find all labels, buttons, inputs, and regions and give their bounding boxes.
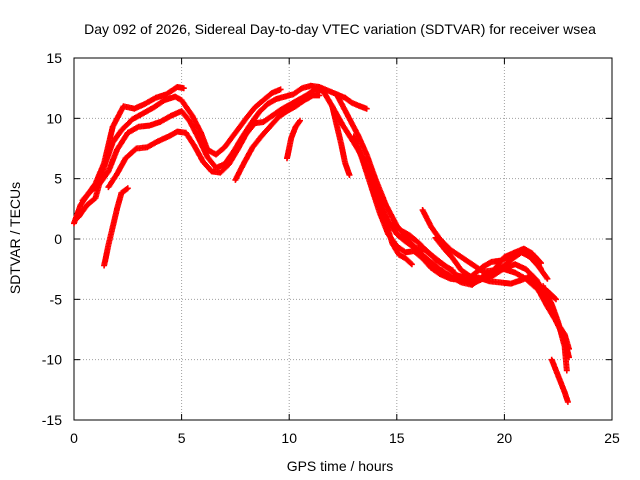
data-point-marker <box>363 105 370 112</box>
data-point-marker <box>538 266 544 273</box>
y-tick-label: -15 <box>42 412 62 428</box>
data-point-marker <box>180 85 187 92</box>
data-points <box>71 82 572 405</box>
y-tick-label: -10 <box>42 352 62 368</box>
series-sat-4 <box>105 86 325 191</box>
y-tick-label: -5 <box>50 291 63 307</box>
x-tick-label: 0 <box>70 430 78 446</box>
data-point-marker <box>537 259 544 266</box>
y-tick-label: 5 <box>54 171 62 187</box>
data-point-marker <box>538 260 544 267</box>
data-point-marker <box>552 295 558 302</box>
data-point-marker <box>408 261 415 268</box>
chart-title: Day 092 of 2026, Sidereal Day-to-day VTE… <box>84 21 596 37</box>
series-sat-17 <box>548 356 571 405</box>
x-tick-label: 20 <box>497 430 513 446</box>
y-tick-label: 0 <box>54 231 62 247</box>
data-point-marker <box>277 86 284 93</box>
data-point-marker <box>297 117 303 124</box>
y-tick-label: 15 <box>46 50 62 66</box>
data-point-marker <box>346 172 353 178</box>
data-point-marker <box>563 367 570 374</box>
series-sat-16 <box>540 283 570 374</box>
x-tick-label: 25 <box>604 430 620 446</box>
y-axis-label: SDTVAR / TECUs <box>7 182 23 294</box>
data-point-marker <box>316 92 323 99</box>
y-tick-label: 10 <box>46 110 62 126</box>
series-sat-12 <box>370 179 415 268</box>
x-tick-label: 5 <box>178 430 186 446</box>
data-point-marker <box>449 267 456 274</box>
series-sat-19 <box>389 221 456 274</box>
data-point-marker <box>544 275 551 282</box>
x-tick-label: 10 <box>281 430 297 446</box>
series-sat-5 <box>101 185 131 269</box>
data-point-marker <box>553 296 559 303</box>
axis-ticks: 0 5 10 15 20 25 -15 -10 -5 0 5 10 15 <box>42 50 620 446</box>
series-sat-7 <box>284 117 303 162</box>
series-sat-6 <box>232 92 323 183</box>
x-axis-label: GPS time / hours <box>287 458 394 474</box>
series-sat-2 <box>75 86 284 221</box>
data-point-marker <box>124 185 131 192</box>
data-point-marker <box>564 398 571 405</box>
series-sat-18 <box>462 248 544 285</box>
grid-lines <box>74 58 612 420</box>
data-point-marker <box>543 274 550 281</box>
x-tick-label: 15 <box>389 430 405 446</box>
data-point-marker <box>407 260 414 267</box>
